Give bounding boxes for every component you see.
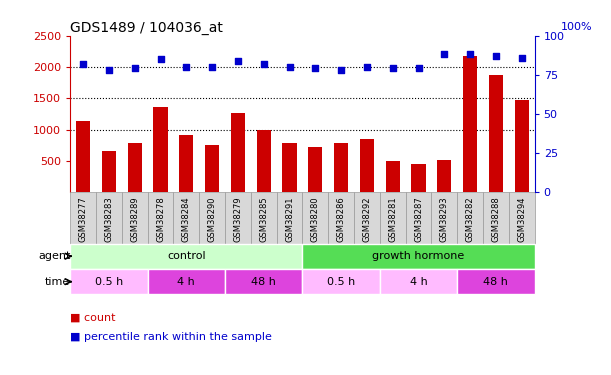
- Text: GDS1489 / 104036_at: GDS1489 / 104036_at: [70, 21, 223, 34]
- Point: [414, 66, 423, 72]
- Bar: [411, 164, 426, 192]
- FancyBboxPatch shape: [483, 192, 509, 243]
- Point: [130, 66, 140, 72]
- Point: [310, 66, 320, 72]
- Text: ■ count: ■ count: [70, 313, 115, 323]
- Bar: [360, 139, 374, 192]
- Bar: [437, 160, 452, 192]
- FancyBboxPatch shape: [380, 192, 406, 243]
- Bar: [128, 142, 142, 192]
- Point: [517, 54, 527, 60]
- FancyBboxPatch shape: [457, 269, 535, 294]
- FancyBboxPatch shape: [70, 192, 96, 243]
- Text: GSM38281: GSM38281: [388, 196, 397, 242]
- Point: [156, 56, 166, 62]
- Text: GSM38290: GSM38290: [208, 196, 217, 242]
- Text: GSM38287: GSM38287: [414, 196, 423, 242]
- Text: GSM38282: GSM38282: [466, 196, 475, 242]
- Bar: [231, 113, 245, 192]
- FancyBboxPatch shape: [457, 192, 483, 243]
- Bar: [179, 135, 194, 192]
- FancyBboxPatch shape: [406, 192, 431, 243]
- Text: GSM38294: GSM38294: [518, 196, 526, 242]
- Text: GSM38285: GSM38285: [259, 196, 268, 242]
- Text: GSM38277: GSM38277: [79, 196, 87, 242]
- Text: 48 h: 48 h: [251, 277, 276, 286]
- Bar: [102, 151, 116, 192]
- Point: [181, 64, 191, 70]
- Text: control: control: [167, 251, 206, 261]
- FancyBboxPatch shape: [509, 192, 535, 243]
- Point: [336, 67, 346, 73]
- Text: agent: agent: [38, 251, 70, 261]
- Y-axis label: 100%: 100%: [561, 22, 592, 33]
- Text: 4 h: 4 h: [177, 277, 196, 286]
- Point: [362, 64, 372, 70]
- Text: GSM38283: GSM38283: [104, 196, 114, 242]
- Bar: [463, 56, 477, 192]
- Text: GSM38278: GSM38278: [156, 196, 165, 242]
- Point: [388, 66, 398, 72]
- FancyBboxPatch shape: [380, 269, 457, 294]
- Text: 4 h: 4 h: [409, 277, 428, 286]
- FancyBboxPatch shape: [122, 192, 148, 243]
- Point: [259, 61, 269, 67]
- Bar: [489, 75, 503, 192]
- Bar: [386, 162, 400, 192]
- FancyBboxPatch shape: [225, 269, 302, 294]
- Text: GSM38286: GSM38286: [337, 196, 346, 242]
- Text: time: time: [45, 277, 70, 286]
- Point: [491, 53, 501, 59]
- Bar: [334, 142, 348, 192]
- Point: [285, 64, 295, 70]
- FancyBboxPatch shape: [70, 269, 148, 294]
- Text: GSM38279: GSM38279: [233, 196, 243, 242]
- Point: [439, 51, 449, 57]
- Text: GSM38289: GSM38289: [130, 196, 139, 242]
- Text: GSM38292: GSM38292: [362, 196, 371, 242]
- Text: 0.5 h: 0.5 h: [95, 277, 123, 286]
- Point: [78, 61, 88, 67]
- FancyBboxPatch shape: [328, 192, 354, 243]
- FancyBboxPatch shape: [431, 192, 457, 243]
- Text: GSM38284: GSM38284: [182, 196, 191, 242]
- FancyBboxPatch shape: [302, 243, 535, 269]
- FancyBboxPatch shape: [174, 192, 199, 243]
- Bar: [205, 145, 219, 192]
- Bar: [257, 130, 271, 192]
- FancyBboxPatch shape: [277, 192, 302, 243]
- FancyBboxPatch shape: [225, 192, 251, 243]
- Point: [465, 51, 475, 57]
- FancyBboxPatch shape: [148, 269, 225, 294]
- FancyBboxPatch shape: [199, 192, 225, 243]
- Point: [233, 58, 243, 64]
- Point: [207, 64, 217, 70]
- Text: GSM38291: GSM38291: [285, 196, 294, 242]
- FancyBboxPatch shape: [70, 243, 302, 269]
- FancyBboxPatch shape: [302, 269, 380, 294]
- Text: GSM38293: GSM38293: [440, 196, 449, 242]
- Text: 48 h: 48 h: [483, 277, 508, 286]
- Text: GSM38280: GSM38280: [311, 196, 320, 242]
- FancyBboxPatch shape: [251, 192, 277, 243]
- Bar: [514, 100, 529, 192]
- Text: growth hormone: growth hormone: [373, 251, 464, 261]
- FancyBboxPatch shape: [96, 192, 122, 243]
- Text: GSM38288: GSM38288: [491, 196, 500, 242]
- Text: 0.5 h: 0.5 h: [327, 277, 355, 286]
- Point: [104, 67, 114, 73]
- Text: ■ percentile rank within the sample: ■ percentile rank within the sample: [70, 332, 272, 342]
- Bar: [309, 147, 323, 192]
- FancyBboxPatch shape: [354, 192, 380, 243]
- Bar: [153, 107, 167, 192]
- Bar: [282, 142, 297, 192]
- FancyBboxPatch shape: [302, 192, 328, 243]
- FancyBboxPatch shape: [148, 192, 174, 243]
- Bar: [76, 122, 90, 192]
